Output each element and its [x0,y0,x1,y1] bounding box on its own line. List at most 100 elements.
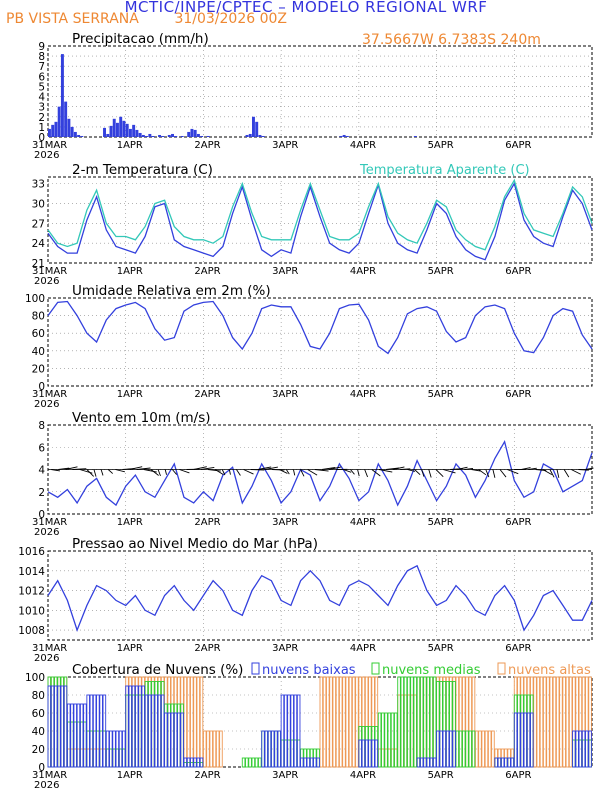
cloud-bar-blue [442,730,447,768]
cloud-bar-orange [474,730,479,768]
y-tick-label: 6 [38,442,45,454]
precip-bar [112,118,116,137]
cloud-bar-orange [491,730,495,768]
cloud-bar-blue [439,730,443,768]
cloud-bar-green [471,730,476,768]
y-tick-label: 4 [38,465,45,477]
legend-swatch-blue [251,662,260,675]
cloud-bar-orange [487,730,492,768]
precip-bar [48,128,51,137]
precip-bar [138,132,142,137]
x-tick-label: 6APR [505,517,531,528]
y-tick-label: 8 [38,51,45,63]
cloud-bar-blue [154,694,158,768]
cloud-bar-blue [283,694,288,768]
precip-bar [132,124,136,137]
cloud-bar-blue [151,694,155,768]
cloud-bar-orange [536,676,541,768]
wind-arrow [115,469,125,473]
x-tick-label: 3APR [272,770,298,781]
cloud-bar-orange [332,676,337,768]
wind-arrow [414,469,421,476]
y-tick-label: 80 [32,690,45,702]
x-tick-label: 3APR [272,389,298,400]
precip-bar [51,124,55,137]
x-tick-label: 1APR [117,266,143,277]
y-tick-label: 1008 [18,625,45,637]
cloud-bar-blue [63,685,68,768]
cloud-bar-blue [264,730,269,768]
legend-label: nuvens baixas [262,663,356,678]
legend-swatch-green [371,662,380,675]
cloud-bar-blue [183,757,188,768]
cloud-bar-green [403,676,408,768]
precip-bar [200,135,204,137]
run-date: 31/03/2026 00Z [174,11,287,27]
cloud-bar-green [426,676,430,768]
cloud-bar-orange [329,676,333,768]
cloud-bar-orange [215,730,220,768]
wind-arrow [471,469,481,472]
wind-arrow [556,469,560,478]
wind-arrow [350,469,355,475]
location-name: PB VISTA SERRANA [6,11,139,27]
cloud-bar-blue [186,757,191,768]
cloud-bar-blue [122,730,126,768]
wind-arrow [357,469,360,477]
y-tick-label: 1010 [18,605,45,617]
cloud-bar-orange [345,676,349,768]
precip-bar [109,125,113,137]
cloud-bar-green [390,712,395,768]
wind-arrow [172,469,178,475]
cloud-bar-blue [57,685,61,768]
cloud-bar-green [416,676,421,768]
series-line-blue [47,300,593,355]
wind-arrow [72,468,87,470]
coordinates-label: 37.5667W 6.7383S 240m [362,32,541,48]
cloud-bar-blue [164,712,168,768]
cloud-bar-blue [364,739,369,768]
x-tick-label: 1APR [117,389,143,400]
series-line-blue [47,439,593,507]
panel-title: Umidade Relativa em 2m (%) [72,283,271,299]
cloud-bar-green [381,712,385,768]
y-tick-label: 5 [38,81,45,93]
cloud-bar-blue [173,712,178,768]
cloud-bar-orange [565,676,570,768]
precip-bar [339,135,343,137]
cloud-bar-green [251,757,256,768]
cloud-bar-blue [280,694,285,768]
cloud-bar-blue [196,757,201,768]
wind-arrow [478,469,487,476]
cloud-bar-green [400,676,405,768]
precip-bar [171,133,174,137]
y-tick-label: 6 [38,71,45,83]
cloud-bar-green [419,676,424,768]
precip-bar [148,133,152,137]
wind-arrow [58,467,70,470]
cloud-bar-orange [212,730,217,768]
cloud-bar-blue [274,730,278,768]
wind-arrow [136,467,151,470]
cloud-bar-orange [559,676,563,768]
y-tick-label: 4 [38,92,45,104]
wind-arrow [585,467,594,470]
cloud-bar-blue [523,712,528,768]
cloud-bar-blue [134,685,139,768]
panel-frame [47,297,593,387]
precip-bar [193,129,197,137]
wind-arrow [300,469,305,477]
precip-bar [122,120,126,137]
precip-bar [167,134,171,137]
wind-arrow [129,466,143,470]
cloud-bar-orange [206,730,210,768]
cloud-bar-blue [70,703,74,768]
y-tick-label: 100 [25,672,45,684]
y-tick-label: 2 [38,487,45,499]
cloud-bar-blue [270,730,275,768]
wind-arrow [407,469,415,472]
x-tick-label: 6APR [505,140,531,151]
cloud-bar-blue [160,694,165,768]
x-tick-label: 31MAR [32,140,67,151]
cloud-bar-blue [497,757,502,768]
